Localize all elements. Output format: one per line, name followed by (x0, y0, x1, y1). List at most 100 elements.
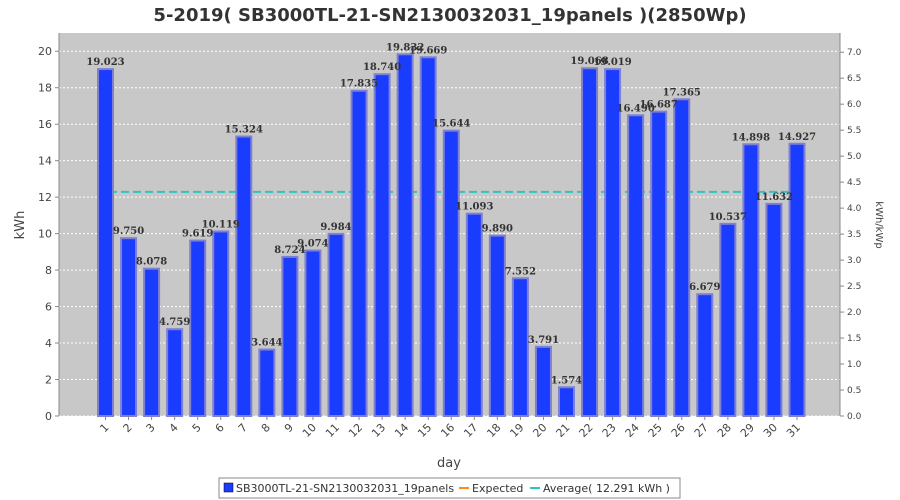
data-label: 10.119 (202, 219, 240, 230)
x-tick-label: 23 (600, 421, 619, 440)
data-label: 19.669 (409, 45, 447, 56)
x-tick-label: 7 (236, 421, 250, 435)
y-axis-label: kWh (13, 211, 28, 240)
legend: SB3000TL-21-SN2130032031_19panels Expect… (218, 477, 681, 499)
bar-series (97, 53, 806, 418)
bar (304, 249, 322, 417)
bar (419, 56, 437, 418)
y-tick-label: 10 (38, 228, 52, 241)
data-label: 9.074 (297, 239, 328, 250)
x-tick-label: 11 (323, 421, 342, 440)
x-axis-ticks: 1 2 3 4 5 6 7 8 9 10 11 12 13 14 15 16 17 18 19 20 21 22 23 24 2… (97, 416, 803, 440)
bar (696, 293, 714, 418)
y-tick-label: 6 (45, 301, 52, 314)
data-label: 9.619 (182, 229, 213, 240)
data-label: 18.740 (363, 62, 401, 73)
data-label: 9.750 (113, 226, 144, 237)
bar (396, 53, 414, 417)
data-label: 11.093 (455, 202, 493, 213)
bar (166, 328, 184, 417)
legend-swatch-series (223, 482, 234, 493)
x-tick-label: 2 (121, 421, 135, 435)
data-label: 9.984 (320, 222, 351, 233)
data-label: 7.552 (505, 266, 536, 277)
x-tick-label: 15 (415, 421, 434, 440)
bar (673, 98, 691, 418)
bar (465, 212, 483, 417)
data-label: 16.490 (617, 103, 655, 114)
data-label: 16.687 (640, 100, 678, 111)
x-tick-label: 30 (761, 421, 780, 440)
legend-frame (218, 477, 681, 499)
y2-tick-label: 1.0 (847, 360, 862, 370)
y2-tick-label: 2.5 (847, 282, 861, 292)
bar (558, 386, 575, 418)
y2-tick-label: 6.5 (847, 74, 861, 84)
x-tick-label: 31 (784, 421, 803, 440)
x-tick-label: 25 (646, 421, 665, 440)
y-tick-label: 18 (38, 82, 52, 95)
data-label: 14.898 (732, 132, 770, 143)
y-tick-label: 20 (38, 45, 52, 58)
bar (742, 143, 760, 418)
y2-tick-label: 4.0 (847, 204, 862, 214)
x-tick-label: 10 (300, 421, 319, 440)
y-tick-label: 16 (38, 118, 52, 131)
bar (97, 68, 114, 418)
data-label: 8.724 (274, 245, 305, 256)
data-label: 19.023 (86, 57, 124, 68)
x-tick-label: 21 (554, 421, 573, 440)
data-label: 8.078 (136, 257, 167, 268)
y2-tick-label: 0.5 (847, 386, 861, 396)
x-tick-label: 17 (461, 421, 480, 440)
data-label: 17.835 (340, 79, 378, 90)
x-tick-label: 29 (738, 421, 757, 440)
y2-tick-label: 6.0 (847, 100, 862, 110)
data-label: 15.644 (432, 119, 470, 130)
y2-tick-label: 7.0 (847, 48, 862, 58)
y-tick-label: 14 (38, 155, 52, 168)
data-label: 17.365 (663, 87, 701, 98)
bar (581, 67, 599, 418)
x-tick-label: 20 (530, 421, 549, 440)
bar (373, 73, 391, 417)
x-tick-label: 16 (438, 421, 457, 440)
y2-tick-label: 5.0 (847, 152, 862, 162)
y-tick-label: 12 (38, 191, 52, 204)
x-tick-label: 1 (97, 421, 111, 435)
chart-title: 5-2019( SB3000TL-21-SN2130032031_19panel… (153, 5, 746, 26)
y-tick-label: 8 (45, 264, 52, 277)
data-label: 19.019 (593, 57, 631, 68)
bar (350, 89, 368, 417)
bar (627, 114, 645, 417)
bar (511, 277, 529, 417)
y2-tick-label: 4.5 (847, 178, 861, 188)
bar (327, 232, 345, 417)
data-label: 3.791 (528, 335, 559, 346)
x-tick-label: 9 (282, 421, 296, 435)
x-tick-label: 26 (669, 421, 688, 440)
x-tick-label: 8 (259, 421, 273, 435)
y2-tick-label: 5.5 (847, 126, 861, 136)
data-label: 10.537 (709, 212, 747, 223)
bar (281, 255, 299, 418)
bar (488, 234, 506, 417)
bar (719, 222, 737, 417)
x-tick-label: 3 (144, 421, 158, 435)
bar (788, 142, 806, 417)
legend-item-series: SB3000TL-21-SN2130032031_19panels (236, 482, 454, 495)
y2-tick-label: 0.0 (847, 412, 862, 422)
data-label: 15.324 (225, 125, 263, 136)
data-label: 1.574 (551, 375, 582, 386)
bar (650, 110, 668, 417)
data-label: 11.632 (755, 192, 793, 203)
x-axis-label: day (437, 456, 461, 471)
data-label: 4.759 (159, 317, 190, 328)
x-tick-label: 19 (507, 421, 526, 440)
x-tick-label: 28 (715, 421, 734, 440)
x-tick-label: 12 (346, 421, 365, 440)
legend-item-expected: Expected (472, 482, 523, 495)
bar (258, 348, 276, 417)
